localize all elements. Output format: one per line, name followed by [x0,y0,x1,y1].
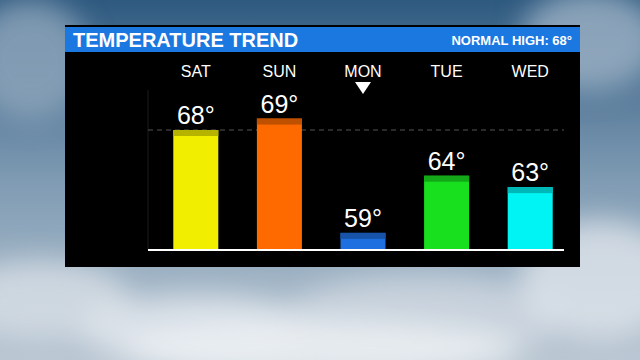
data-label: 69° [260,90,298,118]
category-label: WED [512,63,549,80]
baseline [148,249,564,251]
cloud [120,320,520,360]
bar-group [341,233,386,250]
data-label: 59° [344,204,382,232]
bar-group [424,176,469,250]
bar [341,233,386,250]
chart-container: TEMPERATURE TREND NORMAL HIGH: 68° SAT SUN M… [0,0,640,360]
bar-group [173,130,218,250]
category-label: MON [344,63,381,80]
bar-cap [173,130,218,136]
title-bar [65,27,580,52]
data-label: 63° [511,158,549,186]
bar-group [508,187,553,250]
bar-group [257,119,302,250]
title: TEMPERATURE TREND [73,29,298,51]
bars [173,119,552,250]
day-marker [355,82,371,94]
bar [424,176,469,250]
clouds [0,0,640,360]
chart-svg: TEMPERATURE TREND NORMAL HIGH: 68° SAT SUN M… [0,0,640,360]
reference-label: NORMAL HIGH: 68° [451,33,572,48]
bar-cap [257,119,302,125]
bar [173,130,218,250]
data-label: 64° [428,147,466,175]
category-label: SUN [263,63,297,80]
category-label: SAT [181,63,211,80]
bar [508,187,553,250]
bar [257,119,302,250]
bar-cap [341,233,386,239]
bar-cap [424,176,469,182]
category-label: TUE [431,63,463,80]
panel [65,25,580,267]
bar-cap [508,187,553,193]
data-label: 68° [177,101,215,129]
y-axis-line [148,90,149,250]
